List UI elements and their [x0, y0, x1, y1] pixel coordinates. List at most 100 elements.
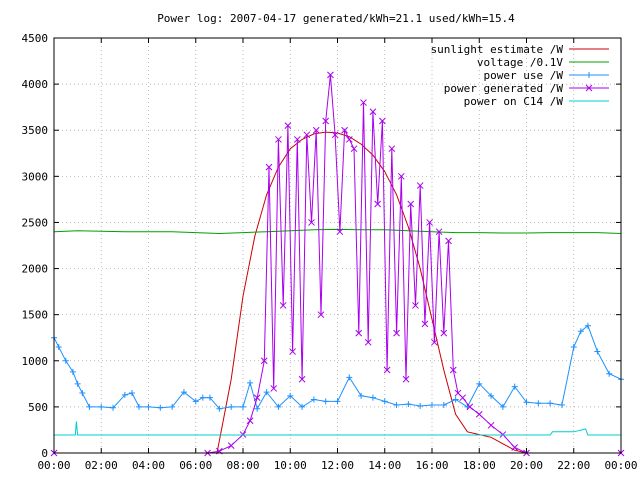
plus-point	[476, 380, 483, 387]
series-line	[54, 74, 621, 454]
plus-point	[417, 402, 424, 409]
x-point	[407, 200, 415, 208]
x-point	[303, 131, 311, 139]
axis-ticks: 0 500 1000 1500 2000 2500 3000 3500 4000 4500 00:0…	[22, 32, 638, 472]
y-tick-label: 2500	[22, 216, 49, 229]
x-point	[383, 366, 391, 374]
data-series	[50, 71, 625, 457]
plus-point	[263, 389, 270, 396]
plus-point	[606, 370, 613, 377]
plus-point	[79, 390, 86, 397]
plus-point	[98, 403, 105, 410]
x-point	[284, 122, 292, 129]
plus-point	[110, 404, 117, 411]
x-point	[466, 403, 474, 411]
plus-point	[287, 392, 294, 399]
x-point	[308, 219, 315, 226]
x-point	[416, 182, 424, 189]
plus-point	[369, 394, 376, 401]
x-point	[265, 163, 273, 171]
x-point	[336, 228, 344, 236]
plus-point	[577, 328, 584, 335]
x-tick-label: 16:00	[415, 459, 448, 472]
plus-point	[216, 405, 223, 412]
x-point	[487, 421, 495, 429]
plus-point	[74, 380, 81, 387]
x-point	[402, 375, 410, 383]
x-tick-label: 06:00	[179, 459, 212, 472]
x-tick-label: 12:00	[321, 459, 354, 472]
plus-point	[452, 396, 459, 403]
plus-point	[136, 403, 143, 410]
x-tick-label: 00:00	[604, 459, 637, 472]
x-point	[364, 338, 372, 346]
plus-point	[570, 343, 577, 350]
x-point	[317, 311, 325, 319]
x-tick-label: 20:00	[510, 459, 543, 472]
plus-point	[199, 394, 206, 401]
x-point	[449, 366, 457, 374]
x-point	[355, 329, 363, 337]
x-point	[426, 219, 433, 226]
y-tick-label: 3500	[22, 124, 49, 137]
x-point	[388, 145, 396, 153]
x-point	[341, 126, 348, 134]
x-point	[379, 117, 386, 125]
x-point	[260, 357, 268, 365]
x-point	[397, 172, 405, 180]
plus-point	[121, 391, 128, 398]
x-point	[350, 145, 358, 153]
y-tick-label: 500	[28, 401, 48, 414]
x-point	[279, 302, 287, 309]
y-tick-label: 2000	[22, 263, 49, 276]
plus-point	[247, 379, 254, 386]
plus-point	[322, 398, 329, 405]
plus-point	[334, 398, 341, 405]
x-point	[511, 444, 519, 451]
x-point	[585, 84, 593, 92]
plus-point	[393, 402, 400, 409]
plus-point	[86, 403, 93, 410]
plus-point	[55, 343, 62, 350]
plus-point	[180, 389, 187, 396]
x-point	[327, 71, 334, 79]
y-tick-label: 3000	[22, 170, 49, 183]
series-line	[54, 421, 621, 436]
plus-point	[128, 390, 135, 397]
plus-point	[429, 402, 435, 409]
plus-point	[558, 402, 565, 409]
x-point	[360, 99, 367, 106]
x-tick-label: 14:00	[368, 459, 401, 472]
plus-point	[145, 403, 152, 410]
x-point	[289, 348, 296, 355]
y-tick-label: 1000	[22, 355, 49, 368]
plus-point	[405, 401, 412, 408]
plus-point	[69, 368, 76, 375]
x-tick-label: 04:00	[132, 459, 165, 472]
x-point	[275, 136, 282, 143]
plus-point	[62, 357, 69, 364]
series-power-use-w	[51, 322, 624, 412]
x-point	[435, 228, 443, 236]
plus-point	[381, 398, 388, 405]
plus-point	[511, 383, 518, 390]
x-point	[374, 200, 382, 208]
legend-label: voltage /0.1V	[477, 56, 563, 69]
plus-point	[157, 404, 164, 411]
x-point	[253, 394, 261, 402]
legend-label: power on C14 /W	[464, 95, 564, 108]
grid-lines	[54, 38, 621, 453]
x-point	[293, 136, 301, 143]
x-point	[345, 136, 353, 143]
x-point	[412, 302, 419, 309]
plus-point	[310, 396, 317, 403]
x-point	[270, 385, 278, 392]
plus-point	[275, 403, 282, 410]
x-point	[227, 442, 235, 449]
plus-point	[299, 403, 306, 410]
plus-point	[488, 392, 495, 399]
plus-point	[440, 402, 447, 409]
y-tick-label: 0	[41, 447, 48, 460]
